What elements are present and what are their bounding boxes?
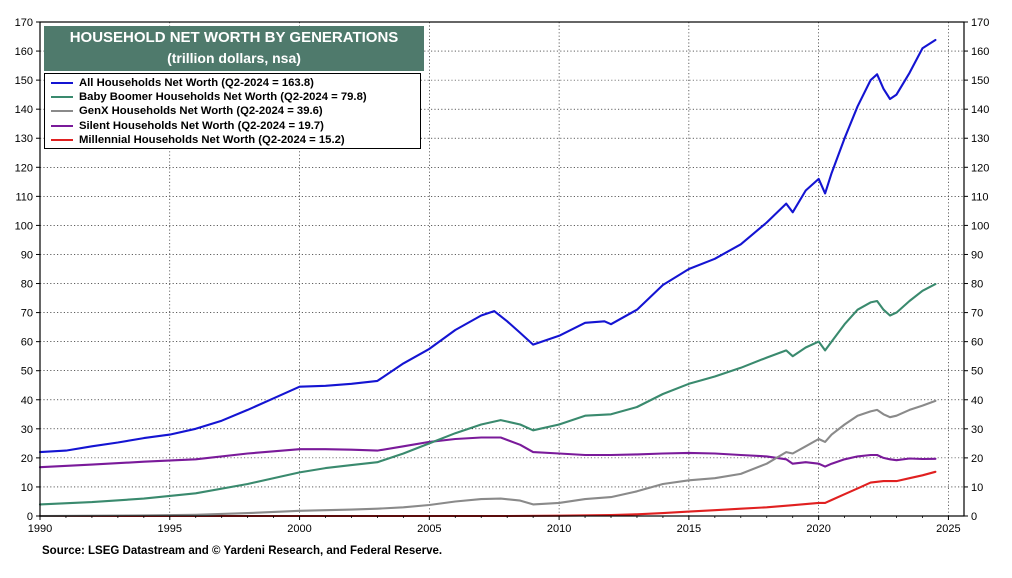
- legend-label-genx: GenX Households Net Worth (Q2-2024 = 39.…: [79, 105, 323, 118]
- y-tick-label-left: 110: [15, 191, 33, 203]
- legend-item-silent: Silent Households Net Worth (Q2-2024 = 1…: [45, 119, 420, 133]
- legend-label-millennial: Millennial Households Net Worth (Q2-2024…: [79, 133, 345, 146]
- y-tick-label-left: 140: [15, 104, 33, 116]
- y-tick-label-right: 90: [971, 249, 983, 261]
- x-axis: 1990 1995 2000 2005 2010 2015 2020 2025: [28, 516, 961, 535]
- legend-swatch-genx: [51, 110, 73, 113]
- y-tick-label-left: 170: [15, 17, 33, 29]
- y-tick-label-right: 100: [971, 220, 989, 232]
- y-tick-label-right: 160: [971, 46, 989, 58]
- y-tick-label-left: 10: [21, 482, 33, 494]
- y-tick-label-left: 30: [21, 424, 33, 436]
- y-tick-label-right: 150: [971, 75, 989, 87]
- y-tick-label-right: 30: [971, 424, 983, 436]
- series-line-silent: [38, 436, 937, 469]
- x-tick-label: 2005: [417, 523, 441, 535]
- series-line-baby-boomer: [38, 283, 937, 506]
- y-tick-label-right: 80: [971, 279, 983, 291]
- y-tick-label-right: 70: [971, 308, 983, 320]
- legend-item-all: All Households Net Worth (Q2-2024 = 163.…: [45, 76, 420, 90]
- y-tick-label-right: 0: [971, 511, 977, 523]
- y-tick-label-left: 0: [27, 511, 33, 523]
- y-tick-label-right: 140: [971, 104, 989, 116]
- y-tick-label-right: 120: [971, 162, 989, 174]
- y-tick-label-left: 80: [21, 279, 33, 291]
- y-tick-label-left: 60: [21, 337, 33, 349]
- x-tick-label: 2020: [806, 523, 830, 535]
- y-tick-label-left: 90: [21, 249, 33, 261]
- legend-label-silent: Silent Households Net Worth (Q2-2024 = 1…: [79, 119, 324, 132]
- series-lines: [38, 38, 937, 518]
- x-tick-label: 1995: [158, 523, 182, 535]
- x-tick-label: 2000: [287, 523, 311, 535]
- legend-item-genx: GenX Households Net Worth (Q2-2024 = 39.…: [45, 104, 420, 118]
- y-tick-label-left: 40: [21, 395, 33, 407]
- x-tick-label: 2025: [936, 523, 960, 535]
- y-tick-label-left: 70: [21, 308, 33, 320]
- chart-subtitle: (trillion dollars, nsa): [167, 50, 301, 66]
- chart-title: HOUSEHOLD NET WORTH BY GENERATIONS: [69, 29, 399, 46]
- legend-item-millennial: Millennial Households Net Worth (Q2-2024…: [45, 133, 420, 147]
- plot-frame: [39, 21, 965, 517]
- x-tick-label: 2010: [547, 523, 571, 535]
- y-tick-label-right: 60: [971, 337, 983, 349]
- y-tick-label-right: 50: [971, 366, 983, 378]
- y-tick-label-right: 20: [971, 453, 983, 465]
- y-tick-label-right: 130: [971, 133, 989, 145]
- y-tick-label-left: 130: [15, 133, 33, 145]
- legend-swatch-baby-boomer: [51, 96, 73, 99]
- x-tick-label: 2015: [677, 523, 701, 535]
- legend-swatch-silent: [51, 124, 73, 127]
- y-tick-label-right: 10: [971, 482, 983, 494]
- series-line-all: [38, 38, 937, 454]
- y-tick-label-right: 170: [971, 17, 989, 29]
- chart-title-box: HOUSEHOLD NET WORTH BY GENERATIONS (tril…: [44, 26, 424, 71]
- series-line-genx: [38, 399, 937, 518]
- y-tick-label-left: 150: [15, 75, 33, 87]
- y-axis-left: 0 10 20 30 40 50 60 70 80 90 100 110 120 130 140 150 160…: [15, 17, 40, 523]
- legend-label-all: All Households Net Worth (Q2-2024 = 163.…: [79, 77, 314, 90]
- y-axis-right: 0 10 20 30 40 50 60 70 80 90 100 110 120 130 140 150 160…: [964, 17, 989, 523]
- x-tick-label: 1990: [28, 523, 52, 535]
- legend-label-baby-boomer: Baby Boomer Households Net Worth (Q2-202…: [79, 91, 367, 104]
- y-tick-label-right: 40: [971, 395, 983, 407]
- y-tick-label-left: 160: [15, 46, 33, 58]
- legend-swatch-all: [51, 82, 73, 85]
- series-line-millennial: [38, 470, 937, 518]
- legend: All Households Net Worth (Q2-2024 = 163.…: [44, 73, 421, 149]
- legend-swatch-millennial: [51, 138, 73, 141]
- y-tick-label-right: 110: [971, 191, 989, 203]
- y-tick-label-left: 120: [15, 162, 33, 174]
- y-tick-label-left: 20: [21, 453, 33, 465]
- legend-item-baby-boomer: Baby Boomer Households Net Worth (Q2-202…: [45, 90, 420, 104]
- y-tick-label-left: 50: [21, 366, 33, 378]
- source-note: Source: LSEG Datastream and © Yardeni Re…: [42, 545, 443, 557]
- y-tick-label-left: 100: [15, 220, 33, 232]
